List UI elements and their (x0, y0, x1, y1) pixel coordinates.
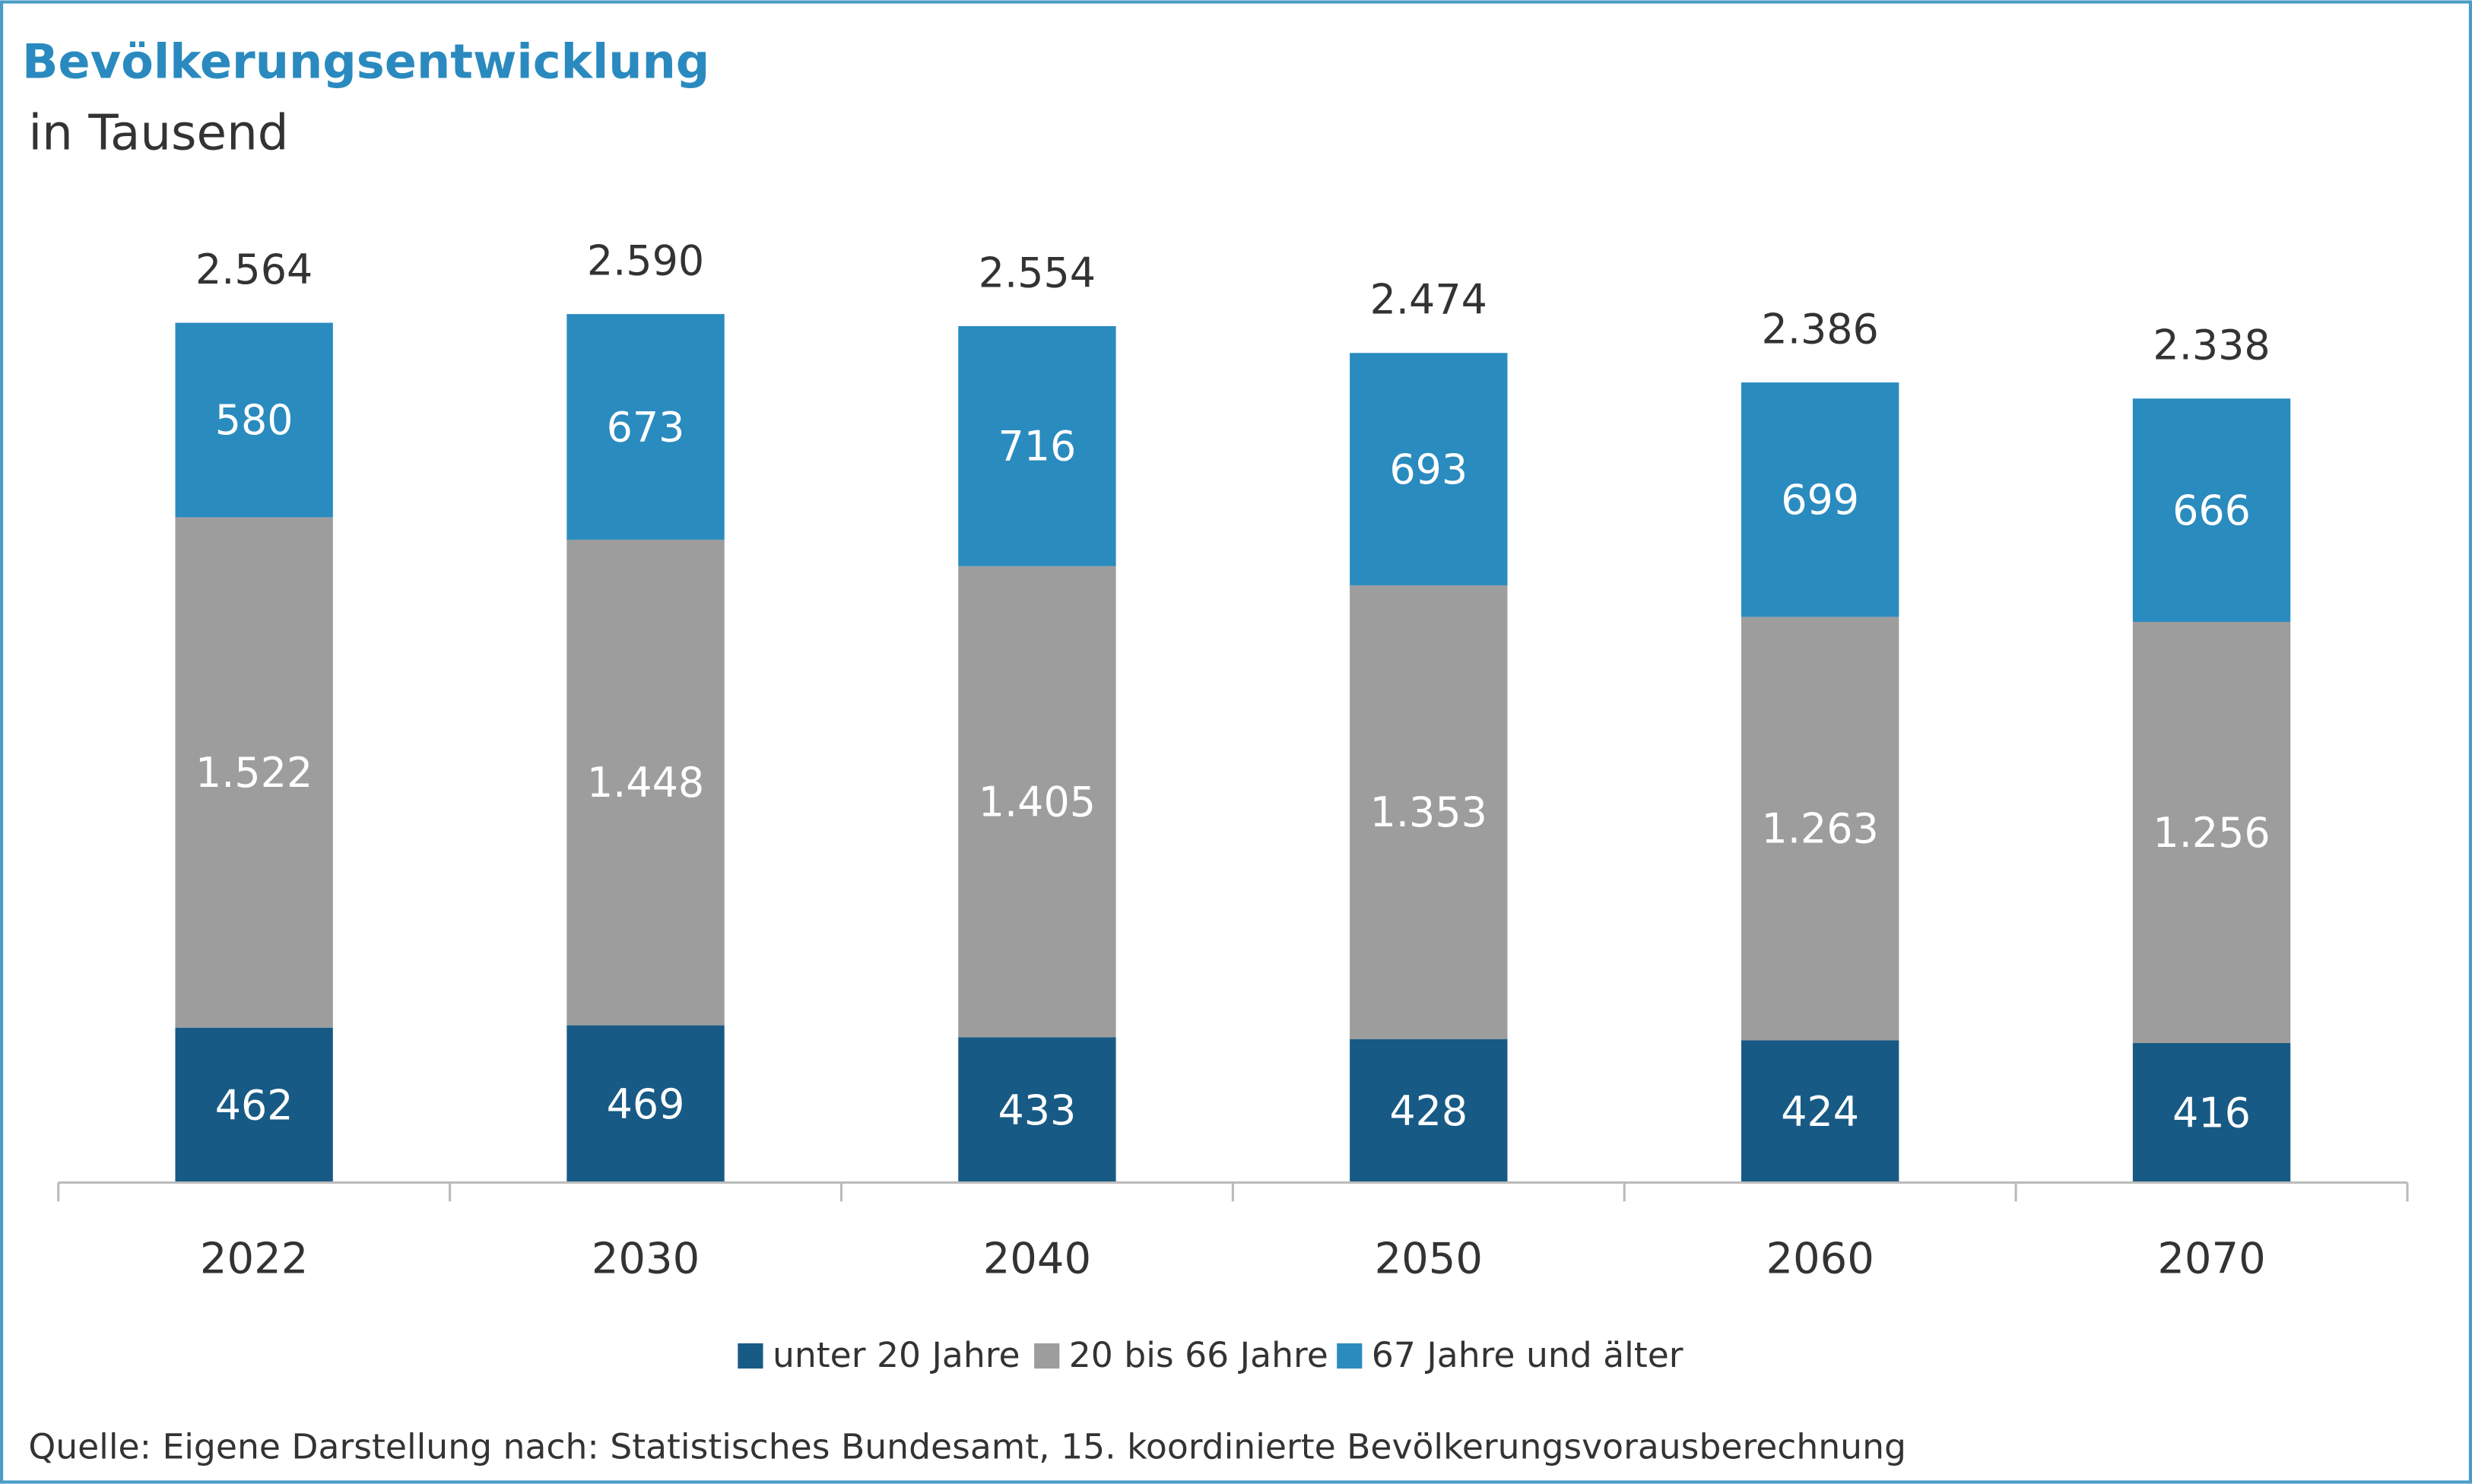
total-label: 2.474 (1370, 276, 1487, 324)
bar-segment (958, 1037, 1116, 1183)
value-label: 693 (1389, 446, 1468, 493)
value-label: 469 (607, 1080, 685, 1128)
source-note: Quelle: Eigene Darstellung nach: Statist… (28, 1426, 1906, 1467)
legend-swatch (738, 1343, 763, 1369)
value-label: 1.448 (587, 759, 704, 807)
x-tick-label: 2022 (200, 1234, 308, 1283)
bar-segment (1350, 353, 1508, 585)
legend-swatch (1034, 1343, 1060, 1369)
value-label: 1.405 (979, 778, 1096, 826)
value-label: 424 (1781, 1088, 1859, 1136)
bar-segment (175, 517, 333, 1028)
total-label: 2.590 (587, 236, 704, 284)
bar-segment (2132, 1043, 2291, 1183)
bar-segment (2132, 622, 2291, 1044)
legend-swatch (1337, 1343, 1363, 1369)
total-label: 2.386 (1762, 305, 1879, 353)
bar-segment (1350, 1038, 1508, 1183)
bar-segment (1741, 617, 1899, 1041)
x-tick-label: 2050 (1375, 1234, 1483, 1283)
bar-segment (958, 325, 1116, 566)
bar-segment (566, 314, 725, 540)
x-tick-label: 2070 (2157, 1234, 2265, 1283)
value-label: 716 (998, 423, 1076, 471)
value-label: 416 (2172, 1089, 2251, 1137)
value-label: 666 (2172, 487, 2251, 534)
total-label: 2.564 (195, 246, 313, 293)
value-label: 462 (215, 1081, 294, 1129)
x-tick-label: 2030 (592, 1234, 700, 1283)
value-label: 673 (607, 403, 685, 451)
x-tick-label: 2060 (1766, 1234, 1874, 1283)
bar-segment (1741, 382, 1899, 617)
value-label: 428 (1389, 1087, 1468, 1135)
chart-subtitle: in Tausend (28, 104, 288, 161)
bar-segment (1741, 1040, 1899, 1183)
legend-label: 20 bis 66 Jahre (1069, 1335, 1328, 1375)
bar-segment (175, 322, 333, 518)
value-label: 1.353 (1370, 788, 1487, 836)
legend-label: 67 Jahre und älter (1372, 1335, 1683, 1375)
total-label: 2.338 (2153, 322, 2270, 369)
legend-label: unter 20 Jahre (773, 1335, 1020, 1375)
value-label: 699 (1781, 476, 1859, 524)
chart-title: Bevölkerungsentwicklung (22, 34, 709, 90)
value-label: 433 (998, 1086, 1076, 1134)
x-tick-label: 2040 (983, 1234, 1091, 1283)
bar-segment (566, 1025, 725, 1183)
bar-segment (2132, 398, 2291, 623)
bar-segment (566, 539, 725, 1026)
value-label: 1.522 (195, 749, 313, 797)
value-label: 1.263 (1762, 805, 1879, 853)
total-label: 2.554 (979, 249, 1096, 296)
value-label: 1.256 (2153, 809, 2270, 857)
bar-segment (1350, 585, 1508, 1039)
bar-segment (175, 1027, 333, 1183)
bar-segment (958, 566, 1116, 1038)
value-label: 580 (215, 396, 294, 444)
